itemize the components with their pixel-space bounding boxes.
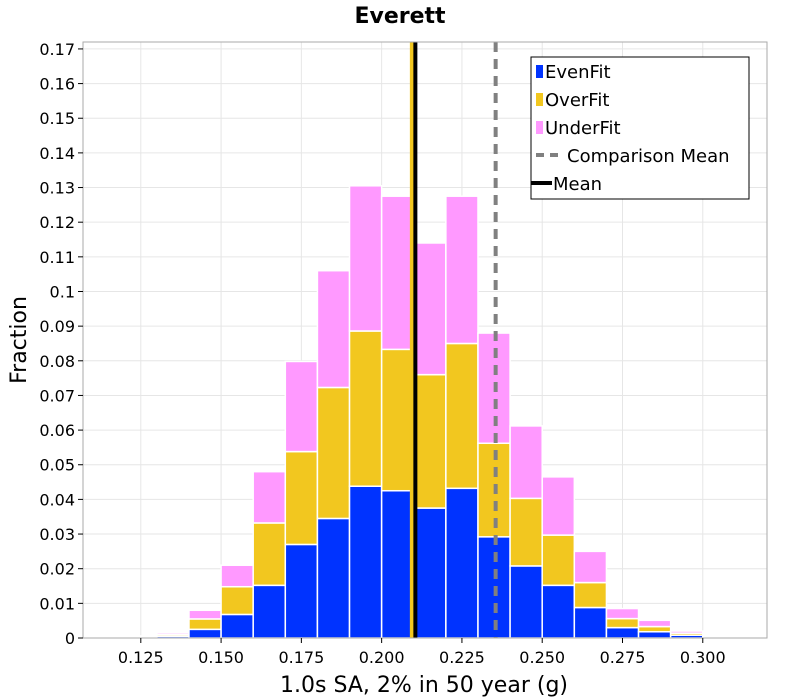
chart-title: Everett (354, 4, 446, 29)
y-tick-label: 0.14 (39, 144, 75, 163)
y-tick-label: 0.08 (39, 352, 75, 371)
bar-underfit (445, 195, 479, 345)
legend-swatch-overfit (536, 93, 543, 106)
x-axis-label: 1.0s SA, 2% in 50 year (g) (280, 673, 568, 698)
y-tick-label: 0.11 (39, 248, 75, 267)
bar-evenfit (220, 613, 254, 639)
bar-underfit (702, 634, 736, 638)
bar-overfit (220, 585, 254, 616)
x-tick-label: 0.250 (519, 648, 565, 667)
y-tick-label: 0.17 (39, 40, 75, 59)
bar-underfit (413, 242, 447, 376)
x-tick-label: 0.125 (118, 648, 164, 667)
bar-underfit (509, 425, 543, 500)
bar-evenfit (380, 489, 415, 639)
y-tick-label: 0.07 (39, 386, 75, 405)
bar-evenfit (348, 485, 383, 639)
bar-overfit (509, 497, 543, 567)
legend-swatch-evenfit (536, 65, 543, 78)
bar-underfit (284, 360, 319, 453)
y-axis-ticks: 0 0.01 0.02 0.03 0.04 0.05 0.06 0.07 0.08 0.09 0.1… (39, 40, 83, 648)
y-tick-label: 0.12 (39, 213, 75, 232)
bar-overfit (188, 618, 222, 631)
y-tick-label: 0.01 (39, 594, 75, 613)
legend-label-underfit: UnderFit (545, 118, 621, 139)
y-tick-label: 0.05 (39, 456, 75, 475)
bar-overfit (637, 625, 672, 633)
bar-underfit (573, 550, 608, 584)
x-tick-label: 0.150 (198, 648, 244, 667)
x-tick-label: 0.225 (439, 648, 485, 667)
y-tick-label: 0.02 (39, 560, 75, 579)
x-tick-label: 0.300 (680, 648, 726, 667)
bar-underfit (380, 195, 415, 351)
bar-underfit (637, 619, 672, 628)
legend-label-evenfit: EvenFit (545, 62, 611, 83)
bar-evenfit (188, 628, 222, 639)
bar-underfit (348, 185, 383, 332)
bar-evenfit (413, 507, 447, 639)
bar-underfit (220, 564, 254, 588)
y-tick-label: 0.13 (39, 179, 75, 198)
bar-evenfit (252, 584, 287, 639)
bar-overfit (445, 342, 479, 490)
legend-swatch-underfit (536, 121, 543, 134)
y-tick-label: 0.15 (39, 109, 75, 128)
bars-layer (123, 185, 768, 639)
bar-underfit (123, 635, 158, 638)
y-tick-label: 0.04 (39, 490, 75, 509)
bar-evenfit (573, 606, 608, 639)
y-tick-label: 0.06 (39, 421, 75, 440)
legend-label-comparison-mean: Comparison Mean (567, 146, 730, 167)
bar-underfit (605, 607, 640, 620)
bar-underfit (188, 609, 222, 620)
bar-underfit (541, 476, 576, 536)
y-axis-label: Fraction (7, 296, 32, 384)
bar-overfit (252, 522, 287, 587)
y-tick-label: 0.1 (50, 282, 75, 301)
reference-lines (409, 42, 498, 638)
bar-overfit (348, 330, 383, 487)
y-tick-label: 0.09 (39, 317, 75, 336)
bar-underfit (316, 269, 351, 389)
bar-underfit (156, 632, 190, 636)
y-tick-label: 0.03 (39, 525, 75, 544)
bar-evenfit (605, 626, 640, 639)
bar-underfit (669, 630, 704, 634)
legend-label-overfit: OverFit (545, 90, 609, 111)
bar-overfit (413, 373, 447, 509)
bar-overfit (573, 581, 608, 609)
bar-evenfit (637, 631, 672, 639)
y-tick-label: 0.16 (39, 75, 75, 94)
x-axis-ticks: 0.125 0.150 0.175 0.200 0.225 0.250 0.275 0.300 (118, 638, 726, 667)
x-tick-label: 0.275 (600, 648, 646, 667)
bar-underfit (252, 470, 287, 524)
bar-overfit (541, 534, 576, 587)
bar-evenfit (284, 543, 319, 639)
legend-label-mean: Mean (553, 174, 602, 195)
bar-evenfit (316, 517, 351, 639)
bar-overfit (380, 348, 415, 492)
bar-overfit (284, 450, 319, 546)
x-tick-label: 0.200 (359, 648, 405, 667)
x-tick-label: 0.175 (278, 648, 324, 667)
y-tick-label: 0 (65, 629, 75, 648)
bar-overfit (316, 386, 351, 520)
bar-evenfit (509, 565, 543, 639)
bar-evenfit (541, 584, 576, 639)
plot-area-frame (82, 41, 768, 639)
bar-overfit (605, 617, 640, 629)
bar-evenfit (445, 487, 479, 639)
legend-box (530, 56, 750, 200)
legend: EvenFit OverFit UnderFit Comparison Mean… (530, 56, 750, 200)
